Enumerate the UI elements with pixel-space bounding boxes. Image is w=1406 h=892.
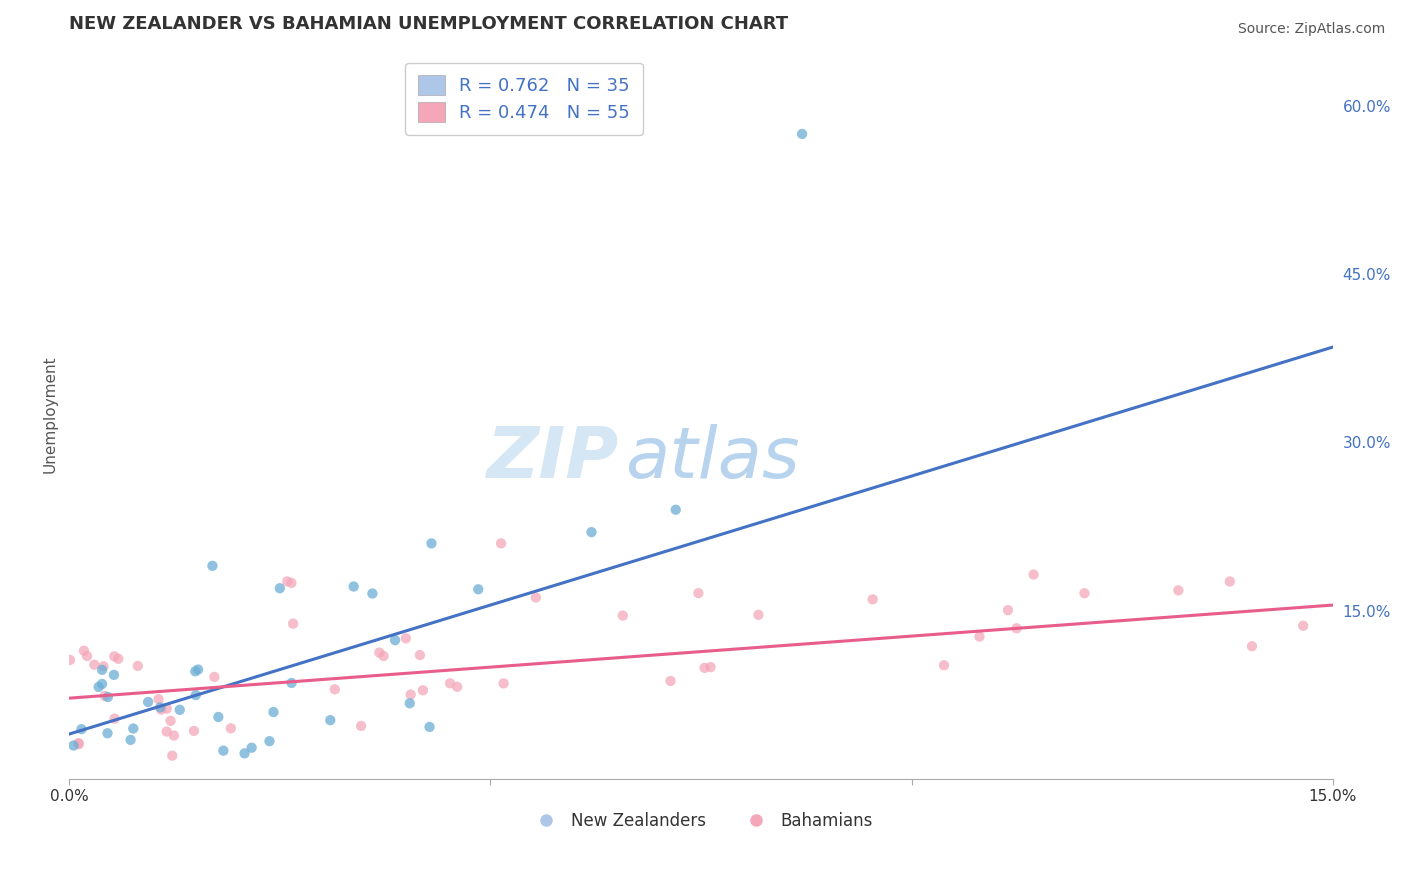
Point xyxy=(659,673,682,688)
Point xyxy=(202,670,225,684)
Point xyxy=(581,525,603,540)
Point xyxy=(62,739,84,753)
Point xyxy=(103,668,125,682)
Point xyxy=(489,536,512,550)
Point xyxy=(323,682,346,697)
Text: atlas: atlas xyxy=(626,424,800,492)
Point xyxy=(280,676,302,690)
Point xyxy=(862,592,884,607)
Point xyxy=(395,632,418,646)
Point xyxy=(281,616,304,631)
Point xyxy=(219,721,242,735)
Point xyxy=(187,663,209,677)
Point xyxy=(150,703,173,717)
Point xyxy=(263,705,285,719)
Point xyxy=(932,658,955,673)
Point xyxy=(67,736,90,750)
Point xyxy=(259,734,281,748)
Text: Source: ZipAtlas.com: Source: ZipAtlas.com xyxy=(1237,22,1385,37)
Point xyxy=(418,720,440,734)
Point xyxy=(207,710,229,724)
Point xyxy=(665,502,688,516)
Point xyxy=(107,651,129,665)
Point xyxy=(969,630,991,644)
Point xyxy=(1240,639,1263,653)
Point xyxy=(184,665,207,679)
Point xyxy=(343,580,366,594)
Point xyxy=(688,586,710,600)
Point xyxy=(183,723,205,738)
Point xyxy=(162,748,184,763)
Point xyxy=(747,607,769,622)
Point xyxy=(148,692,170,706)
Point xyxy=(492,676,515,690)
Point xyxy=(233,747,256,761)
Point xyxy=(76,648,98,663)
Point xyxy=(87,680,110,694)
Point xyxy=(103,649,125,664)
Point xyxy=(398,696,420,710)
Text: ZIP: ZIP xyxy=(486,424,619,492)
Point xyxy=(699,660,721,674)
Point xyxy=(163,729,186,743)
Point xyxy=(156,724,179,739)
Point xyxy=(1073,586,1095,600)
Point xyxy=(91,677,114,691)
Point xyxy=(127,659,149,673)
Point xyxy=(169,703,191,717)
Point xyxy=(1167,583,1189,598)
Point xyxy=(73,644,96,658)
Point xyxy=(70,722,93,736)
Point xyxy=(97,690,120,704)
Point xyxy=(120,732,142,747)
Point xyxy=(83,657,105,672)
Point xyxy=(96,726,118,740)
Point xyxy=(103,712,125,726)
Point xyxy=(136,695,159,709)
Point xyxy=(384,633,406,648)
Point xyxy=(1219,574,1241,589)
Point xyxy=(412,683,434,698)
Text: NEW ZEALANDER VS BAHAMIAN UNEMPLOYMENT CORRELATION CHART: NEW ZEALANDER VS BAHAMIAN UNEMPLOYMENT C… xyxy=(69,15,789,33)
Point xyxy=(184,688,207,702)
Point xyxy=(1005,621,1028,635)
Point xyxy=(159,714,181,728)
Point xyxy=(212,744,235,758)
Point xyxy=(997,603,1019,617)
Point xyxy=(240,740,263,755)
Point xyxy=(276,574,298,589)
Point xyxy=(524,591,547,605)
Point xyxy=(67,737,90,751)
Point xyxy=(467,582,489,597)
Point xyxy=(409,648,432,662)
Point xyxy=(93,689,115,703)
Point xyxy=(1022,567,1045,582)
Legend: New Zealanders, Bahamians: New Zealanders, Bahamians xyxy=(522,805,880,836)
Point xyxy=(156,701,179,715)
Point xyxy=(790,127,813,141)
Point xyxy=(1292,619,1315,633)
Point xyxy=(91,663,114,677)
Point xyxy=(59,653,82,667)
Point xyxy=(93,659,115,673)
Point xyxy=(612,608,634,623)
Point xyxy=(439,676,461,690)
Point xyxy=(350,719,373,733)
Point xyxy=(373,648,395,663)
Point xyxy=(122,722,145,736)
Point xyxy=(420,536,443,550)
Point xyxy=(399,688,422,702)
Point xyxy=(319,713,342,727)
Point xyxy=(201,558,224,573)
Point xyxy=(368,646,391,660)
Point xyxy=(149,700,172,714)
Y-axis label: Unemployment: Unemployment xyxy=(44,356,58,473)
Point xyxy=(693,661,716,675)
Point xyxy=(446,680,468,694)
Point xyxy=(280,575,302,590)
Point xyxy=(269,581,291,595)
Point xyxy=(361,586,384,600)
